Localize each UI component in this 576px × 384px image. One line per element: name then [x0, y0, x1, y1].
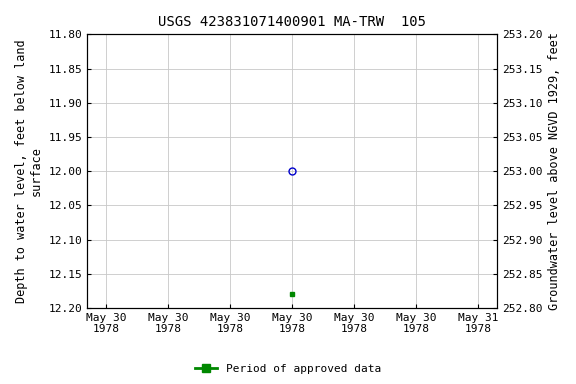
Legend: Period of approved data: Period of approved data — [191, 359, 385, 379]
Y-axis label: Groundwater level above NGVD 1929, feet: Groundwater level above NGVD 1929, feet — [548, 32, 561, 310]
Title: USGS 423831071400901 MA-TRW  105: USGS 423831071400901 MA-TRW 105 — [158, 15, 426, 29]
Y-axis label: Depth to water level, feet below land
surface: Depth to water level, feet below land su… — [15, 39, 43, 303]
